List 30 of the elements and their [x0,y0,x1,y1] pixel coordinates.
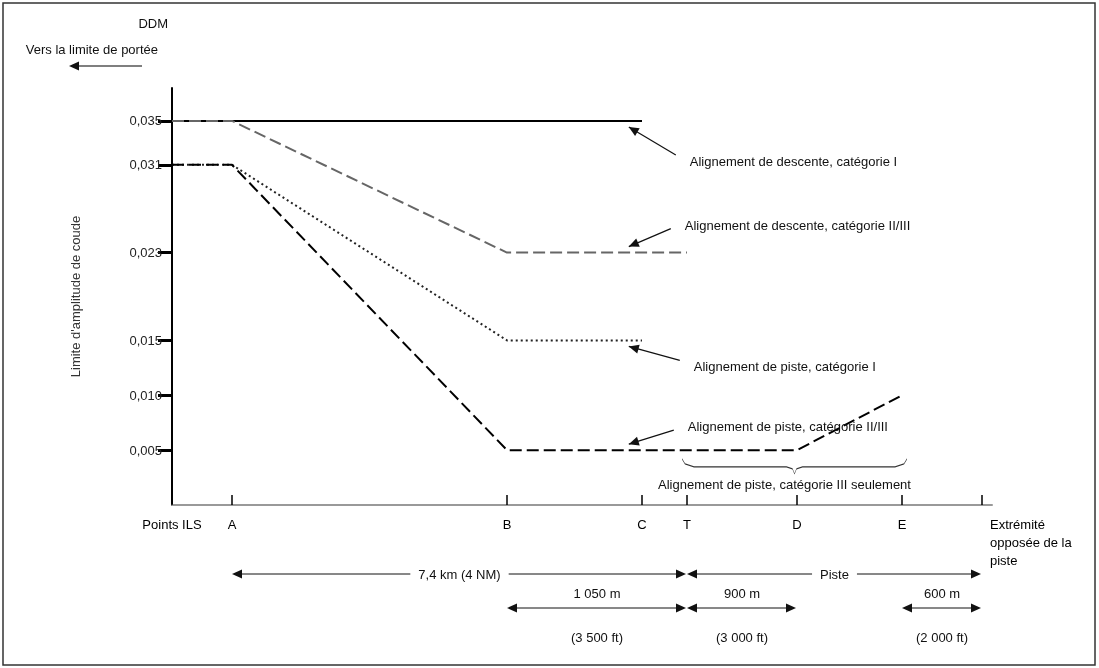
x-tick-label: E [897,517,907,532]
text: 1 050 m [573,586,621,601]
y-tick-label: 0,035 [129,113,162,129]
text: 900 m [723,586,761,601]
x-tick-label: D [792,517,802,532]
text: (2 000 ft) [915,630,969,645]
text: Vers la limite de portée [25,42,158,57]
text: 600 m [923,586,961,601]
x-tick-label: Points ILS [142,517,202,532]
x-tick-label: C [637,517,647,532]
y-tick-label: 0,023 [129,245,162,261]
x-tick-label: Extrémité opposée de la piste [990,517,1073,568]
annotation: Alignement de piste, catégorie I [693,359,876,375]
y-axis-title: Limite d'amplitude de coude [68,215,83,378]
text: (3 500 ft) [570,630,624,645]
text: DDM [138,16,168,31]
y-tick-label: 0,005 [129,442,162,458]
annotation: Alignement de descente, catégorie II/III [684,217,911,233]
text: Piste [820,567,849,582]
text: 7,4 km (4 NM) [418,567,501,582]
y-tick-label: 0,010 [129,387,162,403]
annotation: Alignement de descente, catégorie I [689,153,898,169]
x-tick-label: T [683,517,692,532]
y-tick-label: 0,031 [129,157,162,173]
x-tick-label: B [502,517,512,532]
x-tick-label: A [227,517,237,532]
text: (3 000 ft) [715,630,769,645]
annotation: Alignement de piste, catégorie III seulement [658,477,912,493]
annotation: Alignement de piste, catégorie II/III [687,419,888,435]
y-tick-label: 0,015 [129,332,162,348]
